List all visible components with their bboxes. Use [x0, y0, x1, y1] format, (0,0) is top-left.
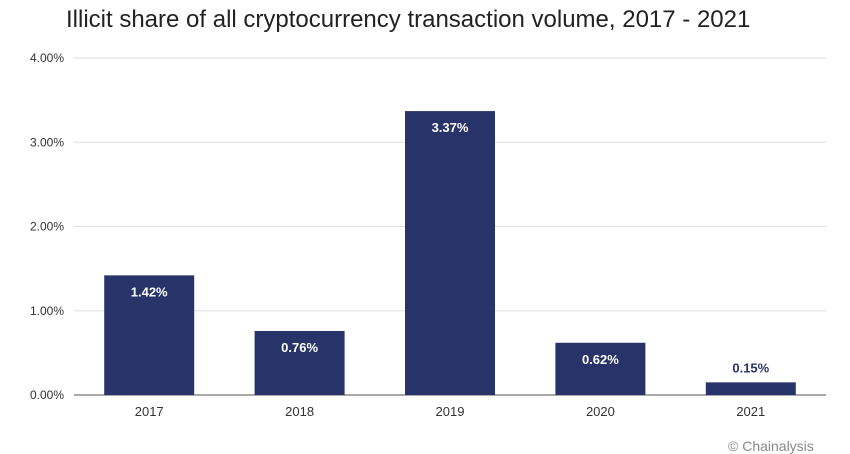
chart-title: Illicit share of all cryptocurrency tran… [66, 6, 751, 33]
data-label: 0.62% [582, 352, 619, 367]
bar [254, 330, 345, 395]
y-tick-label: 3.00% [30, 135, 64, 149]
data-label: 0.76% [281, 340, 318, 355]
bar [104, 275, 195, 395]
y-tick-label: 0.00% [30, 388, 64, 402]
x-axis-ticks: 2017 2018 2019 2020 2021 [135, 404, 766, 419]
x-tick-label: 2020 [586, 404, 615, 419]
x-tick-label: 2021 [736, 404, 765, 419]
source-credit: © Chainalysis [728, 438, 814, 454]
data-label: 3.37% [432, 120, 469, 135]
data-label: 0.15% [732, 360, 769, 375]
x-tick-label: 2018 [285, 404, 314, 419]
data-label: 1.42% [131, 284, 168, 299]
bar [705, 382, 796, 395]
data-labels: 1.42% 0.76% 3.37% 0.62% 0.15% [131, 120, 770, 375]
y-tick-label: 2.00% [30, 220, 64, 234]
x-tick-label: 2019 [436, 404, 465, 419]
bar [405, 111, 495, 395]
y-tick-label: 4.00% [30, 51, 64, 65]
y-axis-ticks: 0.00% 1.00% 2.00% 3.00% 4.00% [30, 51, 64, 402]
y-tick-label: 1.00% [30, 304, 64, 318]
bars [104, 111, 796, 395]
bar [555, 342, 646, 395]
x-tick-label: 2017 [135, 404, 164, 419]
